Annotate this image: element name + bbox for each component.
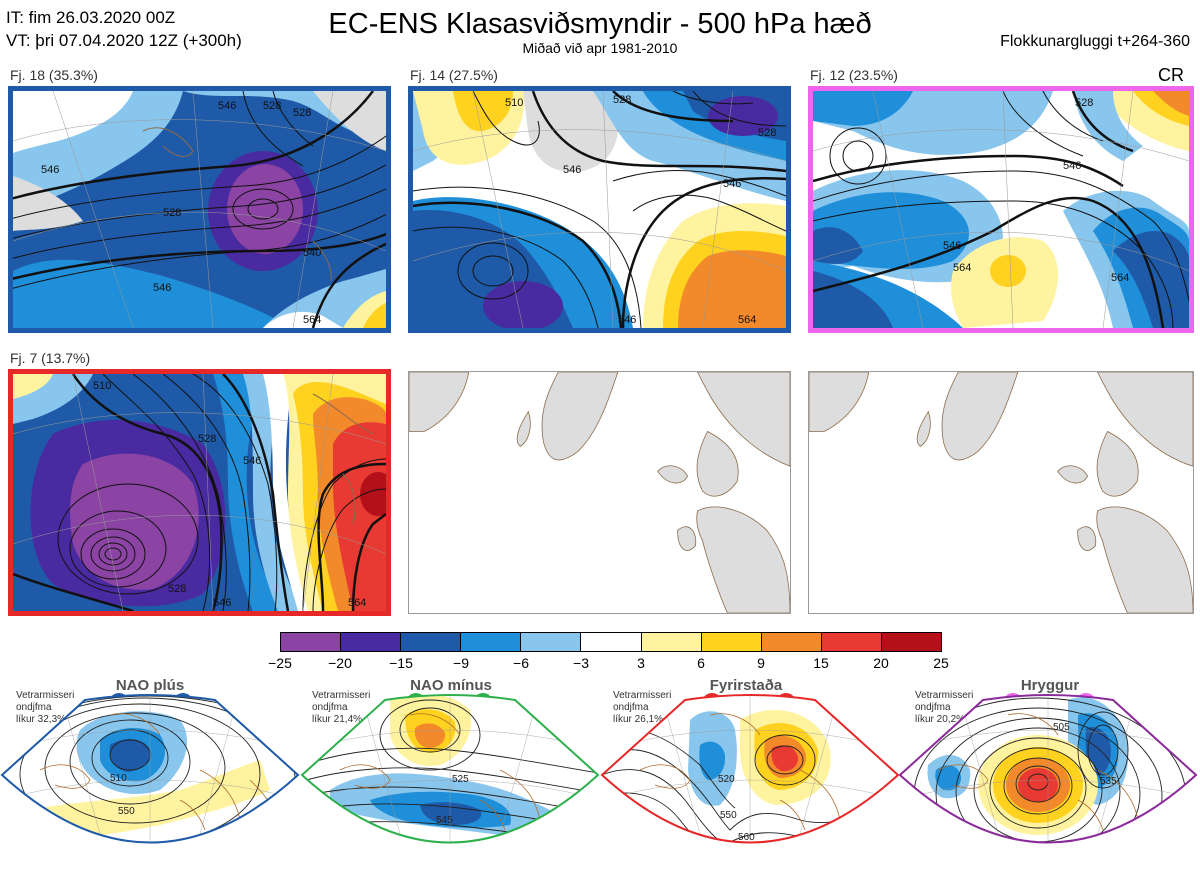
contour-label: 545 <box>436 815 453 826</box>
colorbar-tick: 15 <box>813 655 829 671</box>
contour-label: 546 <box>618 314 636 326</box>
panel-3-label: Fj. 12 (23.5%) <box>810 67 898 83</box>
panel-2-label: Fj. 14 (27.5%) <box>410 67 498 83</box>
regime-1-map[interactable]: 510 550 <box>0 690 302 870</box>
colorbar-segment <box>701 633 762 651</box>
colorbar-tick: −6 <box>513 655 529 671</box>
contour-label: 525 <box>452 774 469 785</box>
contour-label: 550 <box>720 810 737 821</box>
basemap-5 <box>409 372 790 613</box>
contour-label: 546 <box>213 597 231 609</box>
contour-label: 546 <box>218 100 236 112</box>
window-label: Flokkunargluggi t+264-360 <box>1000 33 1190 50</box>
contour-label: 546 <box>243 455 261 467</box>
contour-label: 510 <box>110 773 127 784</box>
contour-label: 528 <box>293 107 311 119</box>
contour-label: 546 <box>1063 160 1081 172</box>
cluster-map-panel-3[interactable]: 528 546 546 564 564 <box>808 86 1194 333</box>
colorbar-tick: −15 <box>389 655 413 671</box>
contour-label: 528 <box>1075 97 1093 109</box>
colorbar-segment <box>881 633 942 651</box>
page-title: EC-ENS Klasasviðsmyndir - 500 hPa hæð <box>328 8 872 40</box>
colorbar-tick: −20 <box>328 655 352 671</box>
colorbar <box>280 632 942 652</box>
contour-label: 528 <box>613 94 631 106</box>
contour-label: 505 <box>1053 722 1070 733</box>
initial-time: IT: fim 26.03.2020 00Z <box>6 8 176 27</box>
contour-label: 510 <box>93 380 111 392</box>
contour-label: 540 <box>303 247 321 259</box>
contour-label: 546 <box>563 164 581 176</box>
cluster-map-4: 510 528 546 528 546 564 <box>13 374 386 611</box>
colorbar-tick: −9 <box>453 655 469 671</box>
contour-label: 564 <box>738 314 756 326</box>
colorbar-segment <box>761 633 822 651</box>
contour-label: 550 <box>118 806 135 817</box>
contour-label: 528 <box>163 207 181 219</box>
colorbar-tick: −3 <box>573 655 589 671</box>
regime-4-title: Hryggur <box>1020 677 1080 694</box>
contour-label: 565 <box>446 850 463 861</box>
contour-label: 535 <box>1100 776 1117 787</box>
regime-2-map[interactable]: 525 545 565 <box>300 690 602 870</box>
contour-label: 528 <box>758 127 776 139</box>
colorbar-tick: −25 <box>268 655 292 671</box>
contour-label: 546 <box>41 164 59 176</box>
regime-4-info: Vetrarmisseri ondjfma líkur 20,2% <box>915 690 974 725</box>
regime-3-info: Vetrarmisseri ondjfma líkur 26,1% <box>613 690 672 725</box>
contour-label: 564 <box>348 597 366 609</box>
regime-2-title: NAO mínus <box>410 677 492 694</box>
colorbar-tick: 9 <box>757 655 765 671</box>
colorbar-segment <box>461 633 522 651</box>
contour-label: 560 <box>738 832 755 843</box>
contour-label: 546 <box>153 282 171 294</box>
regime-3-map[interactable]: 520 550 560 <box>600 690 902 870</box>
panel-4-label: Fj. 7 (13.7%) <box>10 350 91 366</box>
colorbar-segment <box>521 633 582 651</box>
regime-1-title: NAO plús <box>115 677 185 694</box>
regime-2-info: Vetrarmisseri ondjfma líkur 21,4% <box>312 690 371 725</box>
contour-label: 546 <box>943 240 961 252</box>
regime-4-map[interactable]: 505 535 560 <box>898 690 1200 870</box>
cluster-map-3: 528 546 546 564 564 <box>813 91 1189 328</box>
empty-map-panel-6 <box>808 371 1194 614</box>
cluster-map-panel-1[interactable]: 546 528 528 546 528 546 540 564 <box>8 86 391 333</box>
colorbar-segment <box>281 633 342 651</box>
panel-1-label: Fj. 18 (35.3%) <box>10 67 98 83</box>
regime-1-info: Vetrarmisseri ondjfma líkur 32,3% <box>16 690 75 725</box>
regime-3-title: Fyrirstaða <box>709 677 783 694</box>
colorbar-tick: 25 <box>933 655 949 671</box>
contour-label: 528 <box>168 583 186 595</box>
colorbar-segment <box>581 633 642 651</box>
colorbar-tick: 20 <box>873 655 889 671</box>
contour-label: 520 <box>718 774 735 785</box>
cluster-map-panel-2[interactable]: 510 528 546 546 528 546 564 <box>408 86 791 333</box>
contour-label: 546 <box>723 178 741 190</box>
valid-time: VT: þri 07.04.2020 12Z (+300h) <box>6 31 242 50</box>
cluster-map-panel-4[interactable]: 510 528 546 528 546 564 <box>8 369 391 616</box>
contour-label: 510 <box>505 97 523 109</box>
contour-label: 528 <box>198 433 216 445</box>
contour-label: 564 <box>303 314 321 326</box>
basemap-6 <box>809 372 1193 613</box>
colorbar-tick: 6 <box>697 655 705 671</box>
colorbar-segment <box>641 633 702 651</box>
header-info: IT: fim 26.03.2020 00Z VT: þri 07.04.202… <box>6 6 242 52</box>
empty-map-panel-5 <box>408 371 791 614</box>
colorbar-segment <box>821 633 882 651</box>
colorbar-segment <box>401 633 462 651</box>
contour-label: 564 <box>1111 272 1129 284</box>
cluster-map-1: 546 528 528 546 528 546 540 564 <box>13 91 386 328</box>
colorbar-tick: 3 <box>637 655 645 671</box>
page-subtitle: Miðað við apr 1981-2010 <box>522 40 678 56</box>
cluster-map-2: 510 528 546 546 528 546 564 <box>413 91 786 328</box>
cr-label: CR <box>1158 65 1184 85</box>
contour-label: 528 <box>263 100 281 112</box>
contour-label: 560 <box>1094 840 1111 851</box>
colorbar-segment <box>341 633 402 651</box>
contour-label: 564 <box>953 262 971 274</box>
